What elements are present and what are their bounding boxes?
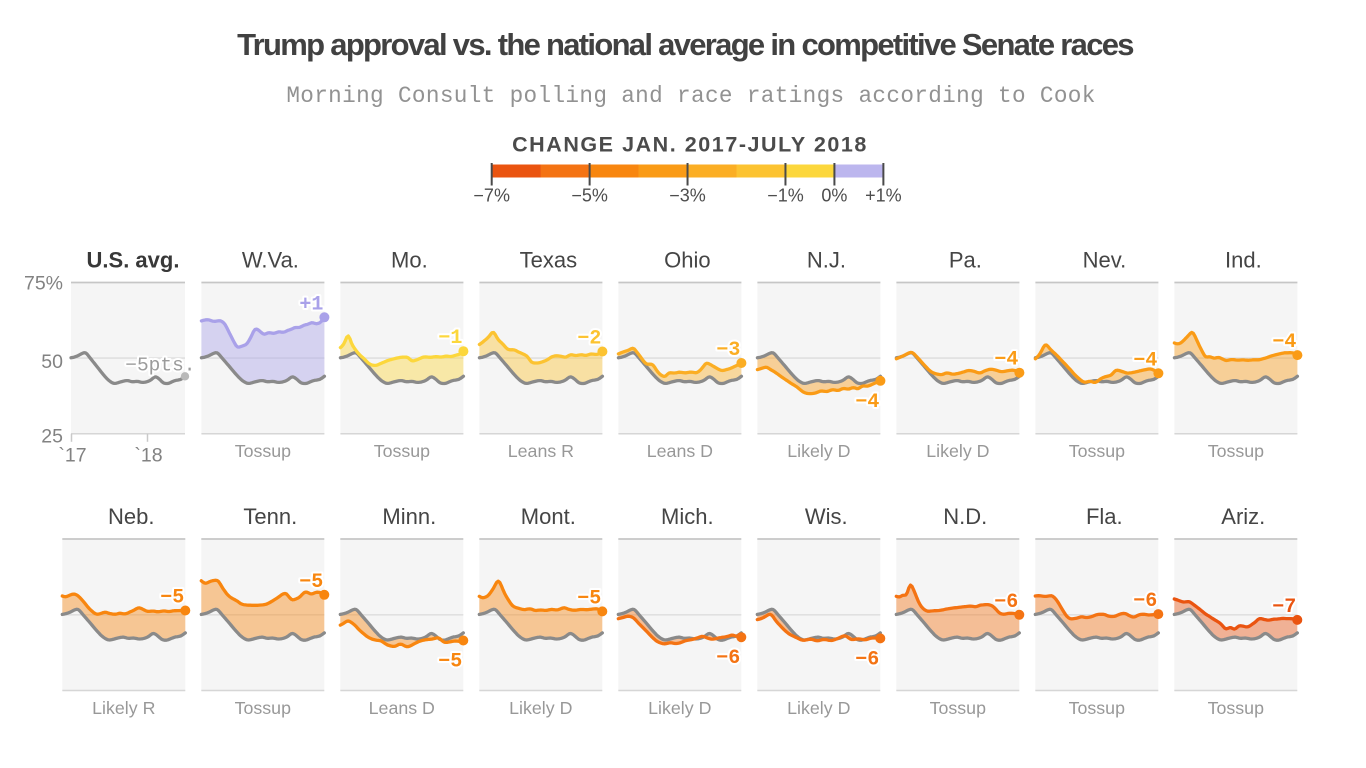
- svg-text:25: 25: [41, 426, 63, 448]
- svg-text:Pa.: Pa.: [949, 248, 982, 273]
- svg-text:Ohio: Ohio: [664, 248, 710, 273]
- svg-text:Texas: Texas: [520, 248, 577, 273]
- svg-text:Tossup: Tossup: [1208, 698, 1264, 718]
- svg-text:−5: −5: [160, 587, 184, 610]
- svg-text:Tossup: Tossup: [235, 698, 291, 718]
- svg-text:Tenn.: Tenn.: [243, 504, 297, 529]
- svg-text:−5: −5: [299, 571, 323, 594]
- svg-text:Tossup: Tossup: [1069, 441, 1125, 461]
- svg-text:−6: −6: [994, 591, 1018, 614]
- svg-text:Likely R: Likely R: [92, 698, 155, 718]
- svg-text:+1%: +1%: [865, 186, 902, 206]
- svg-text:Fla.: Fla.: [1086, 504, 1123, 529]
- svg-text:−6: −6: [855, 648, 879, 671]
- svg-text:75%: 75%: [24, 273, 63, 295]
- svg-text:N.D.: N.D.: [943, 504, 987, 529]
- svg-text:Neb.: Neb.: [108, 504, 154, 529]
- svg-text:Tossup: Tossup: [930, 698, 986, 718]
- svg-text:−7: −7: [1272, 596, 1296, 619]
- svg-text:−1: −1: [438, 327, 462, 350]
- svg-text:−5: −5: [577, 587, 601, 610]
- svg-text:Morning Consult polling and ra: Morning Consult polling and race ratings…: [286, 83, 1095, 109]
- svg-text:−4: −4: [994, 349, 1018, 372]
- svg-text:Likely D: Likely D: [787, 698, 850, 718]
- svg-text:−7%: −7%: [473, 186, 510, 206]
- svg-text:Wis.: Wis.: [805, 504, 848, 529]
- svg-text:Tossup: Tossup: [1069, 698, 1125, 718]
- svg-text:−4: −4: [1133, 349, 1157, 372]
- svg-text:Minn.: Minn.: [382, 504, 436, 529]
- svg-text:Ariz.: Ariz.: [1221, 504, 1265, 529]
- svg-text:Likely D: Likely D: [926, 441, 989, 461]
- svg-text:Trump approval vs. the nationa: Trump approval vs. the national average …: [237, 27, 1133, 62]
- svg-text:U.S. avg.: U.S. avg.: [87, 248, 180, 273]
- svg-text:50: 50: [41, 351, 63, 373]
- svg-text:−6: −6: [716, 647, 740, 670]
- svg-text:Likely D: Likely D: [648, 698, 711, 718]
- svg-text:−4: −4: [1272, 331, 1296, 354]
- svg-text:Mont.: Mont.: [521, 504, 576, 529]
- svg-text:−5pts.: −5pts.: [125, 354, 195, 376]
- svg-text:Leans D: Leans D: [647, 441, 713, 461]
- svg-text:Tossup: Tossup: [374, 441, 430, 461]
- svg-text:W.Va.: W.Va.: [242, 248, 299, 273]
- svg-text:Tossup: Tossup: [1208, 441, 1264, 461]
- svg-text:−3: −3: [716, 339, 740, 362]
- svg-text:N.J.: N.J.: [807, 248, 846, 273]
- svg-text:−5%: −5%: [571, 186, 608, 206]
- svg-text:Likely D: Likely D: [787, 441, 850, 461]
- svg-text:−4: −4: [855, 391, 879, 414]
- svg-text:CHANGE JAN. 2017-JULY 2018: CHANGE JAN. 2017-JULY 2018: [512, 133, 868, 157]
- svg-text:Leans R: Leans R: [508, 441, 574, 461]
- svg-text:`18: `18: [134, 445, 162, 467]
- svg-text:Likely D: Likely D: [509, 698, 572, 718]
- svg-text:Leans D: Leans D: [369, 698, 435, 718]
- svg-text:Mo.: Mo.: [391, 248, 428, 273]
- svg-text:−1%: −1%: [767, 186, 804, 206]
- svg-text:Nev.: Nev.: [1083, 248, 1127, 273]
- svg-text:−3%: −3%: [669, 186, 706, 206]
- svg-text:Tossup: Tossup: [235, 441, 291, 461]
- svg-text:+1: +1: [299, 293, 323, 316]
- svg-text:Ind.: Ind.: [1225, 248, 1262, 273]
- svg-text:−2: −2: [577, 328, 601, 351]
- svg-text:−6: −6: [1133, 590, 1157, 613]
- svg-text:−5: −5: [438, 651, 462, 674]
- svg-text:0%: 0%: [821, 186, 847, 206]
- svg-text:`17: `17: [58, 445, 86, 467]
- svg-text:Mich.: Mich.: [661, 504, 714, 529]
